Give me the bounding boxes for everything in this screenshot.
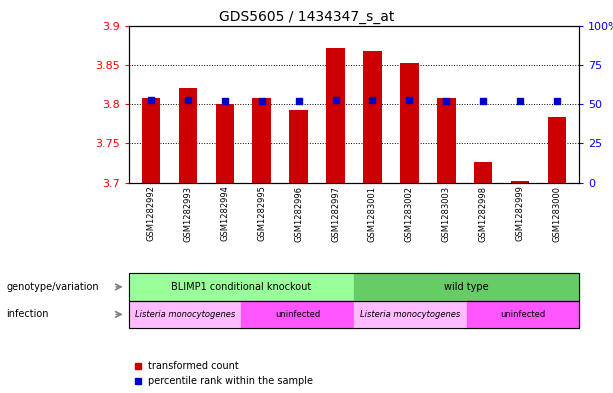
Bar bbox=[289, 110, 308, 183]
Point bbox=[405, 97, 414, 103]
Legend: transformed count, percentile rank within the sample: transformed count, percentile rank withi… bbox=[134, 361, 313, 386]
Bar bbox=[400, 63, 419, 183]
Point bbox=[441, 97, 451, 104]
Bar bbox=[511, 181, 530, 183]
Text: GDS5605 / 1434347_s_at: GDS5605 / 1434347_s_at bbox=[219, 10, 394, 24]
Point bbox=[552, 98, 562, 104]
Text: uninfected: uninfected bbox=[500, 310, 546, 319]
Text: wild type: wild type bbox=[444, 282, 489, 292]
Point bbox=[368, 97, 378, 103]
Text: uninfected: uninfected bbox=[275, 310, 321, 319]
Point bbox=[183, 96, 192, 103]
Bar bbox=[364, 51, 382, 183]
Text: Listeria monocytogenes: Listeria monocytogenes bbox=[360, 310, 460, 319]
Point bbox=[478, 97, 488, 104]
Point bbox=[146, 97, 156, 103]
Text: genotype/variation: genotype/variation bbox=[6, 282, 99, 292]
Bar bbox=[548, 117, 566, 183]
Bar bbox=[437, 98, 455, 183]
Bar bbox=[253, 98, 271, 183]
Text: BLIMP1 conditional knockout: BLIMP1 conditional knockout bbox=[171, 282, 311, 292]
Bar bbox=[326, 48, 345, 183]
Point bbox=[330, 97, 340, 103]
Point bbox=[220, 97, 230, 104]
Point bbox=[294, 98, 303, 104]
Bar bbox=[178, 88, 197, 183]
Text: infection: infection bbox=[6, 309, 48, 320]
Text: Listeria monocytogenes: Listeria monocytogenes bbox=[135, 310, 235, 319]
Point bbox=[257, 98, 267, 104]
Bar bbox=[474, 162, 492, 183]
Bar bbox=[216, 104, 234, 183]
Bar bbox=[142, 98, 160, 183]
Point bbox=[516, 98, 525, 104]
